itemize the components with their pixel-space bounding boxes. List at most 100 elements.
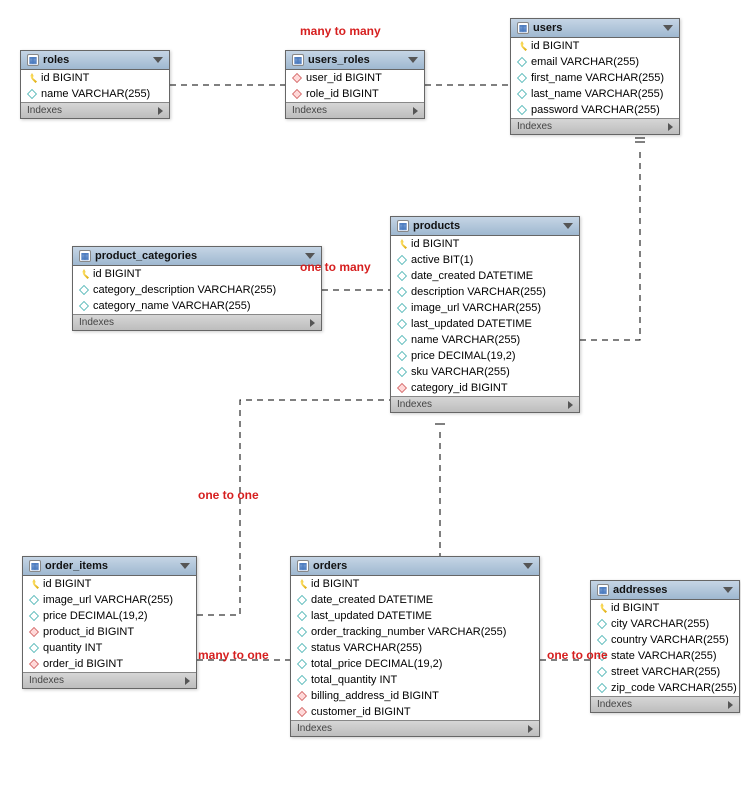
- column-label: id BIGINT: [93, 268, 141, 280]
- collapse-icon[interactable]: [408, 57, 418, 63]
- cyan-icon: [297, 627, 307, 637]
- entity-title: order_items: [45, 560, 108, 572]
- entity-footer[interactable]: Indexes: [391, 396, 579, 412]
- collapse-icon[interactable]: [723, 587, 733, 593]
- cyan-icon: [397, 271, 407, 281]
- entity-footer[interactable]: Indexes: [591, 696, 739, 712]
- column-row: last_updated DATETIME: [291, 608, 539, 624]
- column-row: order_tracking_number VARCHAR(255): [291, 624, 539, 640]
- entity-header[interactable]: ▦ orders: [291, 557, 539, 576]
- entity-header[interactable]: ▦ users_roles: [286, 51, 424, 70]
- cyan-icon: [517, 73, 527, 83]
- column-label: price DECIMAL(19,2): [411, 350, 516, 362]
- entity-roles[interactable]: ▦ roles id BIGINT name VARCHAR(255) Inde…: [20, 50, 170, 119]
- entity-product_categories[interactable]: ▦ product_categories id BIGINT category_…: [72, 246, 322, 331]
- entity-footer[interactable]: Indexes: [286, 102, 424, 118]
- entity-footer[interactable]: Indexes: [73, 314, 321, 330]
- column-row: street VARCHAR(255): [591, 664, 739, 680]
- cyan-icon: [27, 89, 37, 99]
- column-row: price DECIMAL(19,2): [23, 608, 196, 624]
- column-row: country VARCHAR(255): [591, 632, 739, 648]
- column-label: id BIGINT: [43, 578, 91, 590]
- cyan-icon: [397, 319, 407, 329]
- relationship-label: one to one: [198, 488, 259, 502]
- column-row: date_created DATETIME: [291, 592, 539, 608]
- entity-footer[interactable]: Indexes: [511, 118, 679, 134]
- column-row: id BIGINT: [511, 38, 679, 54]
- entity-footer[interactable]: Indexes: [23, 672, 196, 688]
- footer-label: Indexes: [27, 105, 62, 116]
- entity-header[interactable]: ▦ users: [511, 19, 679, 38]
- column-label: password VARCHAR(255): [531, 104, 660, 116]
- key-icon: [27, 73, 37, 83]
- column-row: product_id BIGINT: [23, 624, 196, 640]
- cyan-icon: [29, 611, 39, 621]
- column-label: last_updated DATETIME: [411, 318, 532, 330]
- entity-header[interactable]: ▦ order_items: [23, 557, 196, 576]
- entity-orders[interactable]: ▦ orders id BIGINT date_created DATETIME…: [290, 556, 540, 737]
- column-label: role_id BIGINT: [306, 88, 379, 100]
- red-icon: [29, 659, 39, 669]
- entity-footer[interactable]: Indexes: [21, 102, 169, 118]
- entity-header[interactable]: ▦ roles: [21, 51, 169, 70]
- collapse-icon[interactable]: [180, 563, 190, 569]
- key-icon: [79, 269, 89, 279]
- column-label: total_quantity INT: [311, 674, 397, 686]
- cyan-icon: [297, 659, 307, 669]
- column-label: date_created DATETIME: [311, 594, 433, 606]
- chevron-right-icon: [310, 319, 315, 327]
- chevron-right-icon: [728, 701, 733, 709]
- entity-users[interactable]: ▦ users id BIGINT email VARCHAR(255) fir…: [510, 18, 680, 135]
- cyan-icon: [397, 367, 407, 377]
- column-row: price DECIMAL(19,2): [391, 348, 579, 364]
- entity-title: addresses: [613, 584, 667, 596]
- cyan-icon: [517, 89, 527, 99]
- column-row: total_quantity INT: [291, 672, 539, 688]
- column-row: last_updated DATETIME: [391, 316, 579, 332]
- entity-header[interactable]: ▦ addresses: [591, 581, 739, 600]
- column-row: active BIT(1): [391, 252, 579, 268]
- red-icon: [397, 383, 407, 393]
- red-icon: [297, 707, 307, 717]
- chevron-right-icon: [568, 401, 573, 409]
- column-label: category_id BIGINT: [411, 382, 508, 394]
- entity-body: id BIGINT email VARCHAR(255) first_name …: [511, 38, 679, 118]
- column-label: name VARCHAR(255): [411, 334, 520, 346]
- collapse-icon[interactable]: [663, 25, 673, 31]
- entity-users_roles[interactable]: ▦ users_roles user_id BIGINT role_id BIG…: [285, 50, 425, 119]
- column-label: id BIGINT: [611, 602, 659, 614]
- entity-order_items[interactable]: ▦ order_items id BIGINT image_url VARCHA…: [22, 556, 197, 689]
- entity-header[interactable]: ▦ product_categories: [73, 247, 321, 266]
- collapse-icon[interactable]: [523, 563, 533, 569]
- cyan-icon: [597, 619, 607, 629]
- column-row: state VARCHAR(255): [591, 648, 739, 664]
- collapse-icon[interactable]: [563, 223, 573, 229]
- chevron-right-icon: [158, 107, 163, 115]
- column-row: user_id BIGINT: [286, 70, 424, 86]
- entity-body: id BIGINT city VARCHAR(255) country VARC…: [591, 600, 739, 696]
- table-icon: ▦: [597, 584, 609, 596]
- red-icon: [292, 89, 302, 99]
- column-row: name VARCHAR(255): [21, 86, 169, 102]
- cyan-icon: [397, 335, 407, 345]
- cyan-icon: [297, 643, 307, 653]
- entity-header[interactable]: ▦ products: [391, 217, 579, 236]
- cyan-icon: [79, 301, 89, 311]
- key-icon: [397, 239, 407, 249]
- footer-label: Indexes: [79, 317, 114, 328]
- column-row: sku VARCHAR(255): [391, 364, 579, 380]
- column-label: description VARCHAR(255): [411, 286, 546, 298]
- entity-title: users: [533, 22, 562, 34]
- relationship-label: one to one: [547, 648, 608, 662]
- entity-products[interactable]: ▦ products id BIGINT active BIT(1) date_…: [390, 216, 580, 413]
- entity-addresses[interactable]: ▦ addresses id BIGINT city VARCHAR(255) …: [590, 580, 740, 713]
- collapse-icon[interactable]: [153, 57, 163, 63]
- table-icon: ▦: [397, 220, 409, 232]
- key-icon: [597, 603, 607, 613]
- column-label: email VARCHAR(255): [531, 56, 639, 68]
- footer-label: Indexes: [292, 105, 327, 116]
- table-icon: ▦: [292, 54, 304, 66]
- collapse-icon[interactable]: [305, 253, 315, 259]
- entity-footer[interactable]: Indexes: [291, 720, 539, 736]
- cyan-icon: [79, 285, 89, 295]
